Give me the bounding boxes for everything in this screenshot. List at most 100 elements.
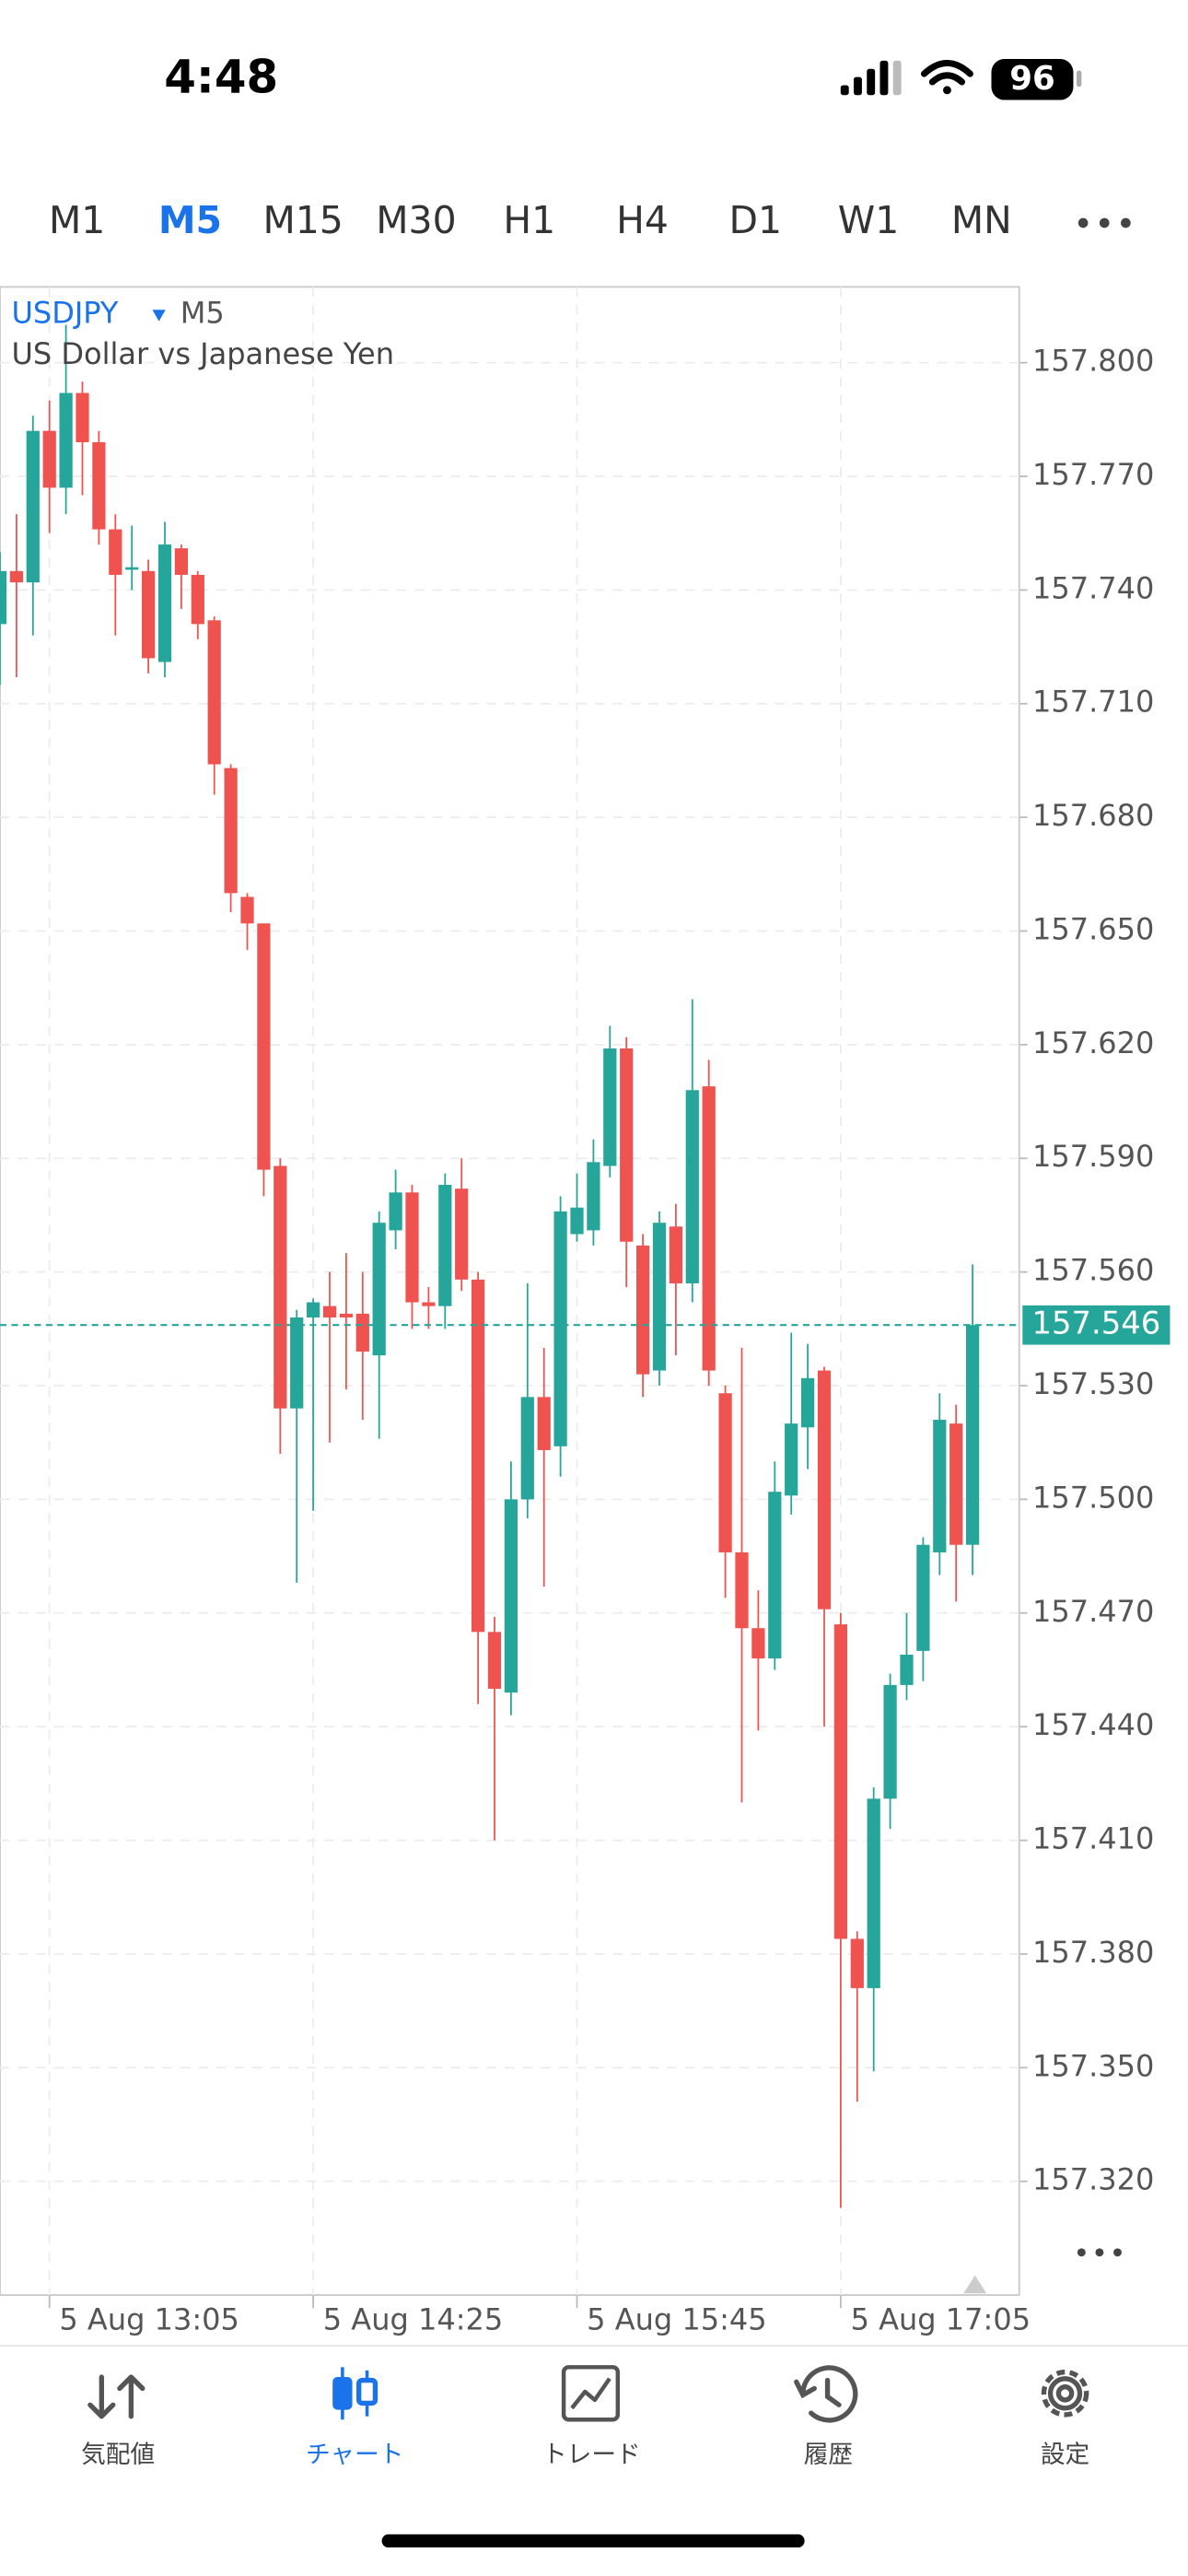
candle-body xyxy=(702,1086,716,1371)
candle-body xyxy=(42,430,56,488)
x-tick-label: 5 Aug 13:05 xyxy=(59,2301,239,2336)
y-tick-label: 157.800 xyxy=(1032,344,1154,379)
candle-body xyxy=(587,1162,600,1231)
candle-body xyxy=(405,1192,419,1303)
more-button[interactable] xyxy=(1077,217,1131,228)
nav-label[interactable]: 気配値 xyxy=(81,2441,155,2469)
candle-body xyxy=(389,1192,402,1231)
x-tick-label: 5 Aug 15:45 xyxy=(587,2301,767,2336)
battery-icon xyxy=(991,59,1074,100)
bottom-nav: 気配値 チャート トレード 履歴 設定 xyxy=(81,2441,1089,2469)
candle-body xyxy=(800,1377,815,1428)
candle-body xyxy=(685,1090,699,1283)
candle-body xyxy=(0,570,7,625)
candle-body xyxy=(965,1325,980,1545)
timeframe-tab[interactable]: MN xyxy=(951,198,1012,242)
candle-body xyxy=(850,1938,864,1988)
candle-body xyxy=(174,548,189,575)
y-tick-label: 157.710 xyxy=(1032,685,1154,720)
trade-icon[interactable] xyxy=(561,2365,621,2422)
y-tick-label: 157.320 xyxy=(1032,2162,1154,2197)
candle-body xyxy=(240,896,254,924)
axes: 157.800 157.770 157.740 157.710 157.680 157.6… xyxy=(0,344,1171,2336)
chart-menu[interactable] xyxy=(1077,2248,1122,2257)
candle-body xyxy=(455,1188,469,1280)
candle-body xyxy=(487,1632,502,1690)
settings-icon[interactable] xyxy=(1041,2369,1089,2418)
candle-body xyxy=(553,1211,567,1446)
timeframe-tab[interactable]: H1 xyxy=(503,198,555,242)
candle-body xyxy=(735,1551,749,1629)
y-tick-label: 157.770 xyxy=(1032,457,1154,492)
timeframe-tabs: M1 M5 M15 M30 H1 H4 D1 W1 MN xyxy=(49,198,1012,242)
candle-body xyxy=(916,1544,930,1651)
y-tick-label: 157.470 xyxy=(1032,1594,1154,1629)
x-tick-label: 5 Aug 14:25 xyxy=(323,2301,504,2336)
candle-body xyxy=(372,1223,386,1356)
candle-body xyxy=(9,570,24,583)
candle-body xyxy=(785,1423,798,1496)
candle-body xyxy=(355,1313,369,1352)
candle-body xyxy=(652,1223,667,1371)
candle-body xyxy=(751,1628,765,1659)
nav-label[interactable]: トレード xyxy=(542,2441,641,2469)
symbol-dropdown[interactable] xyxy=(152,310,166,322)
candle-body xyxy=(322,1306,337,1317)
candle-body xyxy=(669,1226,683,1283)
battery-level: 96 xyxy=(1009,60,1055,98)
nav-label[interactable]: 履歴 xyxy=(804,2441,853,2469)
candle-body xyxy=(933,1420,947,1552)
candle-body xyxy=(635,1245,650,1375)
home-indicator xyxy=(381,2534,805,2548)
candle-body xyxy=(59,392,73,488)
candle-body xyxy=(620,1048,634,1242)
candle-body xyxy=(718,1393,732,1552)
battery-tip xyxy=(1077,70,1082,88)
quotes-icon[interactable] xyxy=(87,2374,146,2419)
candle-body xyxy=(900,1655,914,1685)
timeframe-label: M5 xyxy=(181,296,225,331)
nav-label[interactable]: 設定 xyxy=(1041,2441,1089,2469)
y-tick-label: 157.590 xyxy=(1032,1139,1154,1174)
candle-body xyxy=(306,1302,320,1317)
timeframe-tab[interactable]: M30 xyxy=(376,198,456,242)
candle-body xyxy=(141,570,156,659)
history-icon[interactable] xyxy=(794,2365,858,2423)
y-tick-label: 157.380 xyxy=(1032,1935,1154,1970)
candle-body xyxy=(603,1048,617,1166)
y-tick-label: 157.620 xyxy=(1032,1025,1154,1060)
candle-body xyxy=(191,574,204,625)
subtitle: US Dollar vs Japanese Yen xyxy=(11,336,394,371)
y-tick-label: 157.350 xyxy=(1032,2048,1154,2083)
candle-body xyxy=(833,1624,848,1939)
y-tick-label: 157.530 xyxy=(1032,1366,1154,1401)
wifi-icon xyxy=(920,59,973,95)
timeframe-tab[interactable]: M1 xyxy=(49,198,105,242)
last-price-box xyxy=(1022,1305,1171,1345)
y-tick-label: 157.500 xyxy=(1032,1480,1154,1515)
candle-body xyxy=(422,1302,436,1306)
candle-body xyxy=(817,1370,832,1610)
timeframe-tab[interactable]: W1 xyxy=(838,198,899,242)
candle-body xyxy=(125,567,139,570)
timeframe-tab[interactable]: M15 xyxy=(262,198,343,242)
timeframe-tab[interactable]: M5 xyxy=(158,198,222,242)
x-tick-label: 5 Aug 17:05 xyxy=(851,2301,1031,2336)
timeframe-tab[interactable]: D1 xyxy=(728,198,782,242)
candle-body xyxy=(471,1279,485,1633)
timeframe-tab[interactable]: H4 xyxy=(616,198,669,242)
candle-body xyxy=(274,1165,287,1409)
candles xyxy=(0,324,980,2208)
y-tick-label: 157.650 xyxy=(1032,912,1154,947)
chart-icon[interactable] xyxy=(332,2367,379,2420)
symbol[interactable]: USDJPY xyxy=(11,296,118,331)
candle-body xyxy=(537,1397,551,1450)
candle-body xyxy=(339,1313,354,1317)
y-tick-label: 157.410 xyxy=(1032,1821,1154,1856)
candle-body xyxy=(92,441,106,530)
candle-body xyxy=(570,1207,584,1235)
scroll-marker xyxy=(963,2275,987,2294)
nav-label[interactable]: チャート xyxy=(306,2441,403,2469)
